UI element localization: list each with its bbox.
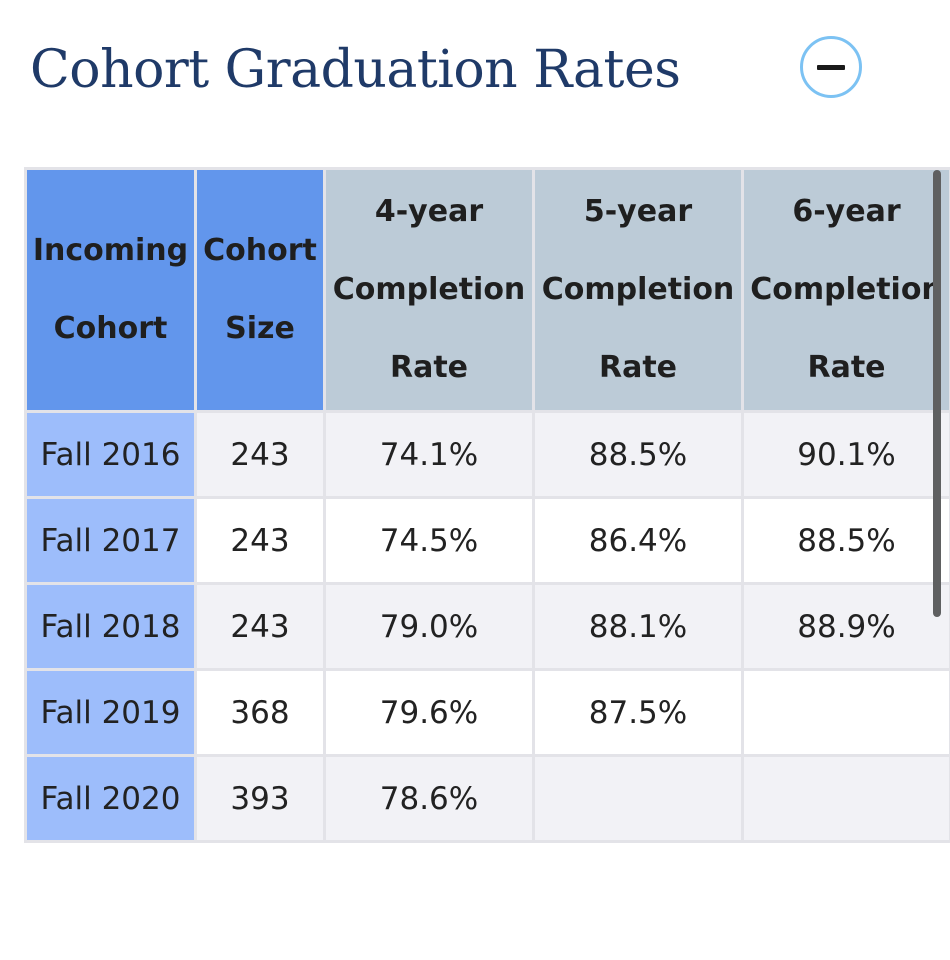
column-header-5-year-rate: 5-year Completion Rate bbox=[532, 167, 744, 413]
rate-5-year-cell: 88.1% bbox=[532, 582, 744, 671]
table-row: Fall 2020 393 78.6% bbox=[24, 754, 950, 843]
cohort-size-cell: 368 bbox=[194, 668, 326, 757]
column-header-cohort-size: Cohort Size bbox=[194, 167, 326, 413]
rate-6-year-cell: 90.1% bbox=[741, 410, 950, 499]
rate-5-year-cell: 87.5% bbox=[532, 668, 744, 757]
rate-4-year-cell: 78.6% bbox=[323, 754, 535, 843]
rate-6-year-cell: 88.5% bbox=[741, 496, 950, 585]
cohort-cell: Fall 2020 bbox=[24, 754, 197, 843]
table-header-row: Incoming Cohort Cohort Size 4-year Compl… bbox=[24, 167, 950, 413]
collapse-button[interactable] bbox=[800, 36, 862, 98]
cohort-cell: Fall 2019 bbox=[24, 668, 197, 757]
column-header-incoming-cohort: Incoming Cohort bbox=[24, 167, 197, 413]
cohort-size-cell: 393 bbox=[194, 754, 326, 843]
cohort-size-cell: 243 bbox=[194, 410, 326, 499]
cohort-cell: Fall 2016 bbox=[24, 410, 197, 499]
rate-5-year-cell: 86.4% bbox=[532, 496, 744, 585]
rate-5-year-cell: 88.5% bbox=[532, 410, 744, 499]
table-row: Fall 2019 368 79.6% 87.5% bbox=[24, 668, 950, 757]
cohort-size-cell: 243 bbox=[194, 496, 326, 585]
vertical-scrollbar[interactable] bbox=[933, 170, 941, 617]
page-title: Cohort Graduation Rates bbox=[30, 40, 681, 100]
table-row: Fall 2018 243 79.0% 88.1% 88.9% bbox=[24, 582, 950, 671]
table-row: Fall 2016 243 74.1% 88.5% 90.1% bbox=[24, 410, 950, 499]
graduation-rates-table: Incoming Cohort Cohort Size 4-year Compl… bbox=[24, 167, 950, 843]
table-row: Fall 2017 243 74.5% 86.4% 88.5% bbox=[24, 496, 950, 585]
rate-6-year-cell bbox=[741, 668, 950, 757]
graduation-table-container[interactable]: Incoming Cohort Cohort Size 4-year Compl… bbox=[24, 167, 950, 860]
rate-4-year-cell: 74.5% bbox=[323, 496, 535, 585]
column-header-6-year-rate: 6-year Completion Rate bbox=[741, 167, 950, 413]
cohort-cell: Fall 2018 bbox=[24, 582, 197, 671]
cohort-cell: Fall 2017 bbox=[24, 496, 197, 585]
rate-4-year-cell: 79.6% bbox=[323, 668, 535, 757]
rate-4-year-cell: 74.1% bbox=[323, 410, 535, 499]
minus-icon bbox=[817, 64, 845, 70]
column-header-4-year-rate: 4-year Completion Rate bbox=[323, 167, 535, 413]
rate-4-year-cell: 79.0% bbox=[323, 582, 535, 671]
rate-6-year-cell bbox=[741, 754, 950, 843]
rate-5-year-cell bbox=[532, 754, 744, 843]
cohort-size-cell: 243 bbox=[194, 582, 326, 671]
rate-6-year-cell: 88.9% bbox=[741, 582, 950, 671]
